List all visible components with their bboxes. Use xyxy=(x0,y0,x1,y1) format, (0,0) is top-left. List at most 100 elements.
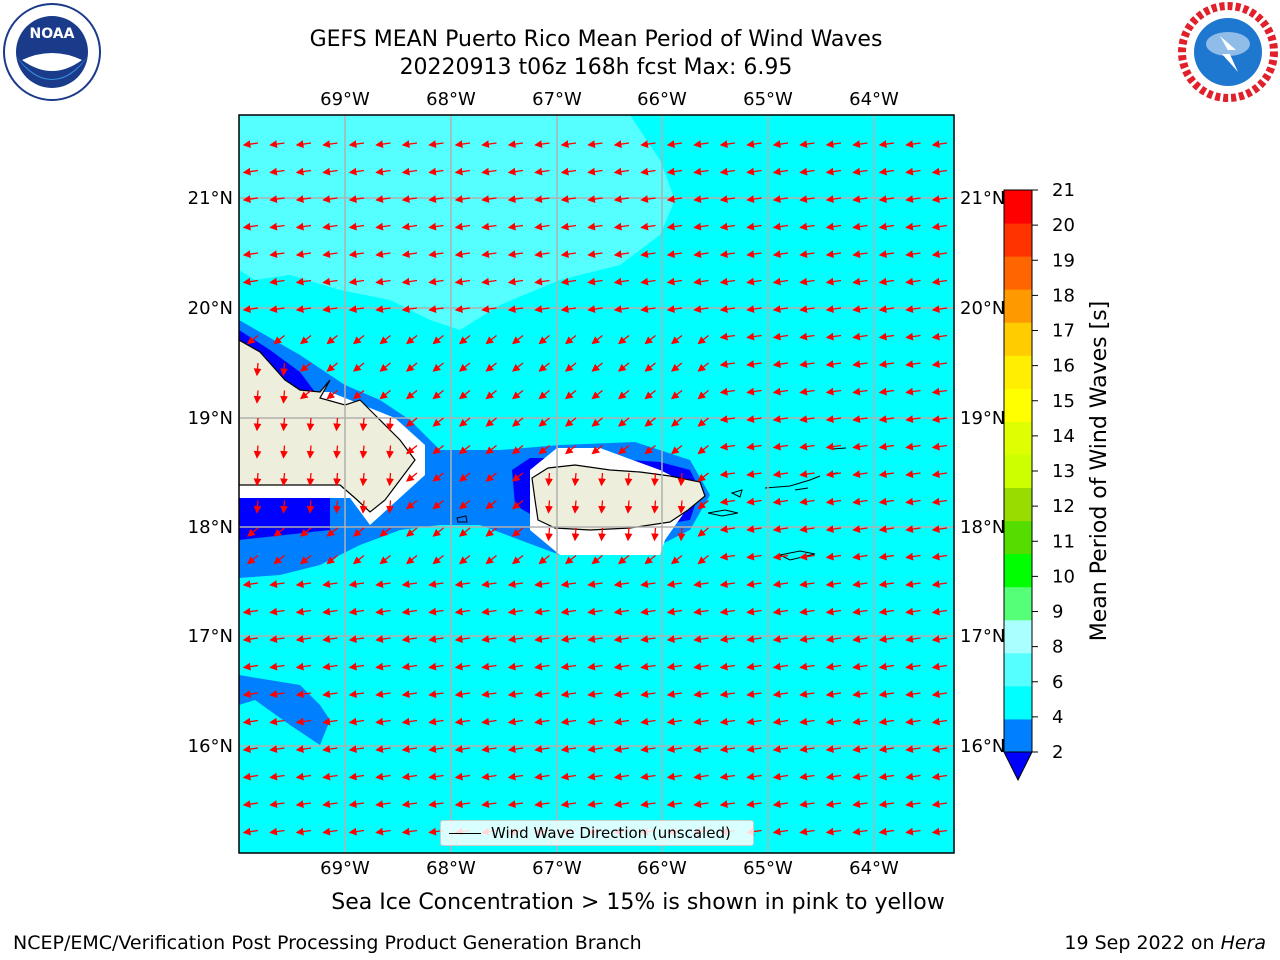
wind-wave-arrow xyxy=(746,800,762,808)
island-st-croix xyxy=(778,550,816,561)
wind-wave-arrow xyxy=(253,500,262,514)
wind-wave-arrow xyxy=(666,662,683,671)
wind-wave-arrow xyxy=(931,580,948,588)
wind-wave-arrow xyxy=(931,442,948,451)
lon-label-bottom: 64°W xyxy=(849,858,899,879)
wind-wave-arrow xyxy=(825,552,842,561)
wind-wave-arrow xyxy=(481,277,497,286)
wind-wave-arrow xyxy=(825,580,842,588)
wind-wave-arrow xyxy=(613,167,630,176)
colorbar-tick-label: 10 xyxy=(1052,566,1075,587)
wind-wave-arrow xyxy=(852,497,868,506)
colorbar-tick-label: 8 xyxy=(1052,637,1063,658)
colorbar-segment xyxy=(1004,487,1032,522)
wind-wave-arrow xyxy=(719,662,736,671)
wind-wave-arrow xyxy=(825,635,842,643)
wind-wave-arrow xyxy=(677,527,686,542)
wind-wave-arrow xyxy=(719,470,736,478)
wind-wave-arrow xyxy=(560,305,577,313)
wind-wave-arrow xyxy=(348,690,365,698)
wind-wave-arrow xyxy=(878,277,895,286)
wind-wave-arrow xyxy=(507,140,524,148)
wind-wave-arrow xyxy=(507,250,524,258)
wind-wave-arrow xyxy=(666,607,683,616)
wind-wave-arrow xyxy=(481,607,497,616)
wind-wave-arrow xyxy=(326,362,338,372)
wind-wave-arrow xyxy=(799,140,815,148)
wind-wave-arrow xyxy=(507,305,524,313)
wind-wave-arrow xyxy=(560,690,577,698)
wind-wave-arrow xyxy=(644,362,656,372)
wind-wave-arrow xyxy=(428,277,444,286)
nws-logo xyxy=(1178,2,1278,102)
colorbar-tick-label: 20 xyxy=(1052,215,1075,236)
wind-wave-arrow xyxy=(878,745,895,753)
wind-wave-arrow xyxy=(746,415,762,423)
wind-wave-arrow xyxy=(931,332,948,341)
wind-wave-arrow xyxy=(481,690,497,698)
wind-wave-arrow xyxy=(242,305,259,313)
wind-wave-arrow xyxy=(719,415,736,423)
wind-wave-arrow xyxy=(746,662,762,671)
wind-wave-arrow xyxy=(878,690,895,698)
wind-wave-arrow xyxy=(878,607,895,616)
wind-wave-arrow xyxy=(534,250,550,258)
wind-wave-arrow xyxy=(534,772,550,781)
wind-wave-arrow xyxy=(375,580,391,588)
noaa-logo: NOAA xyxy=(2,2,102,102)
wind-wave-arrow xyxy=(246,334,259,345)
wind-wave-arrow xyxy=(825,525,842,533)
wind-wave-arrow xyxy=(878,332,895,341)
wind-wave-arrow xyxy=(375,662,391,671)
wind-wave-arrow xyxy=(587,580,603,588)
wind-wave-arrow xyxy=(799,525,815,533)
wind-wave-arrow xyxy=(931,277,948,286)
wind-wave-arrow xyxy=(322,662,338,671)
wind-wave-arrow xyxy=(746,442,762,451)
wind-wave-arrow xyxy=(458,554,471,565)
lon-label-top: 65°W xyxy=(743,89,793,110)
wind-wave-arrow xyxy=(799,415,815,423)
lat-label-right: 20°N xyxy=(960,298,1005,319)
colorbar-tick-label: 19 xyxy=(1052,250,1075,271)
wind-wave-arrow xyxy=(242,222,259,231)
lat-label-left: 17°N xyxy=(188,626,233,647)
wind-wave-arrow xyxy=(587,635,603,643)
colorbar-segment xyxy=(1004,289,1032,323)
wind-wave-arrow xyxy=(799,552,815,561)
wind-wave-arrow xyxy=(617,389,630,400)
wind-wave-arrow xyxy=(322,800,338,808)
wind-wave-arrow xyxy=(878,167,895,176)
wind-wave-arrow xyxy=(772,195,789,203)
wind-wave-arrow xyxy=(719,277,736,286)
ocean-period-lt2-north xyxy=(239,330,315,392)
wind-wave-arrow xyxy=(852,332,868,341)
wind-wave-arrow xyxy=(624,472,633,487)
wind-wave-arrow xyxy=(852,387,868,396)
wind-wave-arrow xyxy=(507,277,524,286)
wind-wave-arrow xyxy=(905,717,921,726)
wind-wave-arrow xyxy=(253,417,262,432)
wind-wave-arrow xyxy=(458,389,471,400)
wind-wave-arrow xyxy=(852,222,868,231)
wind-wave-arrow xyxy=(485,527,497,537)
wind-wave-arrow xyxy=(878,195,895,203)
wind-wave-arrow xyxy=(481,580,497,588)
wind-wave-arrow xyxy=(677,472,686,487)
wind-wave-arrow xyxy=(405,527,418,537)
wind-wave-arrow xyxy=(746,140,762,148)
wind-wave-arrow xyxy=(428,167,444,176)
wind-wave-arrow xyxy=(613,717,630,726)
wind-wave-arrow xyxy=(931,662,948,671)
wind-wave-arrow xyxy=(905,277,921,286)
wind-wave-arrow xyxy=(511,362,524,372)
wind-wave-arrow xyxy=(432,444,444,455)
wind-wave-arrow xyxy=(401,140,418,148)
colorbar-tick-label: 9 xyxy=(1052,602,1063,623)
wind-wave-arrow xyxy=(481,745,497,753)
wind-wave-arrow xyxy=(511,444,524,455)
wind-wave-arrow xyxy=(825,470,842,478)
wind-wave-arrow xyxy=(485,499,497,510)
wind-wave-arrow xyxy=(697,362,709,372)
wind-wave-arrow xyxy=(693,167,709,176)
